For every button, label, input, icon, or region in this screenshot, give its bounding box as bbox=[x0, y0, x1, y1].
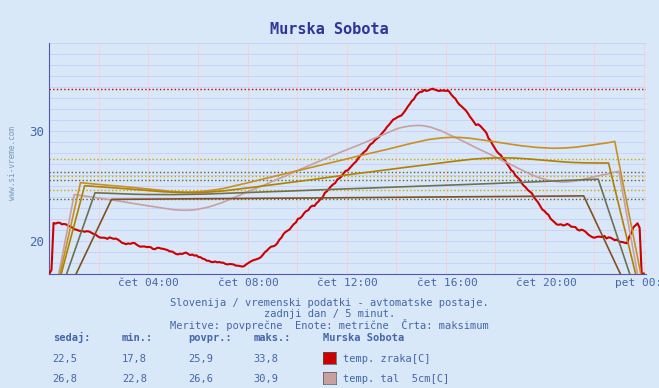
Text: temp. zraka[C]: temp. zraka[C] bbox=[343, 353, 430, 364]
Text: 22,5: 22,5 bbox=[53, 353, 78, 364]
Text: Murska Sobota: Murska Sobota bbox=[323, 333, 404, 343]
Text: Slovenija / vremenski podatki - avtomatske postaje.: Slovenija / vremenski podatki - avtomats… bbox=[170, 298, 489, 308]
Text: min.:: min.: bbox=[122, 333, 153, 343]
Text: 33,8: 33,8 bbox=[254, 353, 279, 364]
Text: 22,8: 22,8 bbox=[122, 374, 147, 384]
Text: www.si-vreme.com: www.si-vreme.com bbox=[8, 126, 17, 200]
Text: Murska Sobota: Murska Sobota bbox=[270, 22, 389, 36]
Text: maks.:: maks.: bbox=[254, 333, 291, 343]
Text: 17,8: 17,8 bbox=[122, 353, 147, 364]
Text: Meritve: povprečne  Enote: metrične  Črta: maksimum: Meritve: povprečne Enote: metrične Črta:… bbox=[170, 319, 489, 331]
Text: 30,9: 30,9 bbox=[254, 374, 279, 384]
Text: povpr.:: povpr.: bbox=[188, 333, 231, 343]
Text: zadnji dan / 5 minut.: zadnji dan / 5 minut. bbox=[264, 309, 395, 319]
Text: 26,6: 26,6 bbox=[188, 374, 213, 384]
Text: sedaj:: sedaj: bbox=[53, 333, 90, 343]
Text: 26,8: 26,8 bbox=[53, 374, 78, 384]
Text: temp. tal  5cm[C]: temp. tal 5cm[C] bbox=[343, 374, 449, 384]
Text: 25,9: 25,9 bbox=[188, 353, 213, 364]
